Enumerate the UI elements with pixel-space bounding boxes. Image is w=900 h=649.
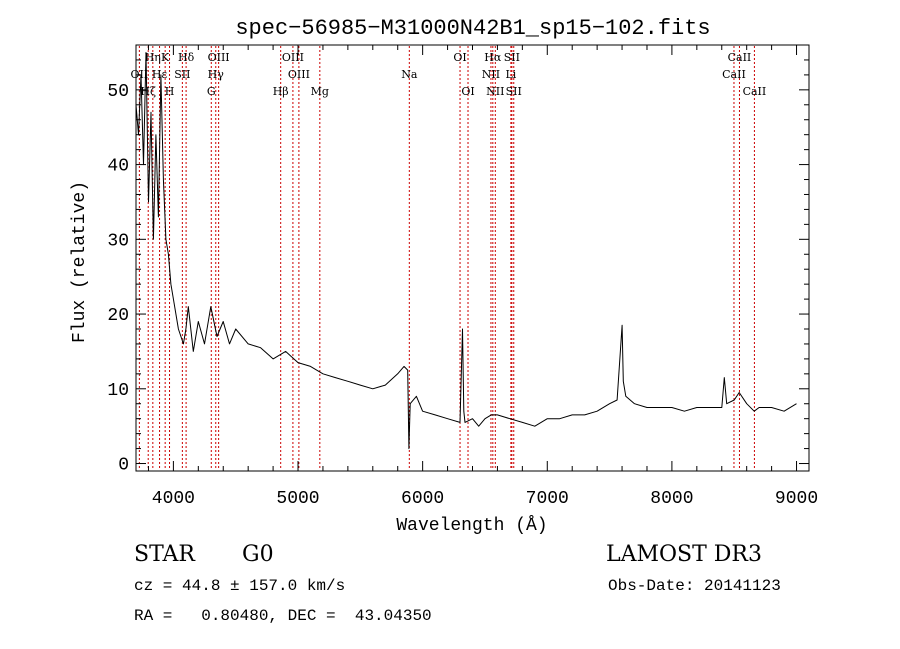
x-tick-label: 6000 [401, 489, 444, 509]
line-marker-label: CaII [722, 68, 746, 81]
object-subclass: G0 [242, 542, 274, 567]
line-marker-label: Mg [311, 85, 329, 98]
line-marker-label: Hζ [140, 85, 156, 98]
line-marker-label: Hε [152, 68, 168, 81]
line-marker-label: Hβ [273, 85, 289, 98]
line-marker-label: OI [461, 85, 474, 98]
axis-ticks [136, 45, 809, 471]
line-marker-label: G [207, 85, 216, 98]
line-marker-label: Hγ [208, 68, 225, 81]
redshift-cz: cz = 44.8 ± 157.0 km/s [134, 577, 345, 595]
spectrum-line [135, 52, 797, 450]
line-marker-label: NII [482, 68, 500, 81]
chart-title: spec−56985−M31000N42B1_sp15−102.fits [235, 16, 710, 41]
object-class: STAR [134, 542, 196, 567]
line-marker-label: Na [401, 68, 418, 81]
line-marker-label: OIII [288, 68, 310, 81]
x-tick-label: 4000 [152, 489, 195, 509]
line-marker-label: Li [505, 68, 516, 81]
line-marker-label: Hα [484, 51, 502, 64]
spectrum-series [135, 52, 797, 450]
line-marker-label: SII [504, 51, 520, 64]
y-tick-label: 40 [107, 157, 129, 177]
y-tick-label: 30 [107, 231, 129, 251]
line-marker-label: CaII [728, 51, 752, 64]
line-marker-label: Hδ [178, 51, 195, 64]
line-marker-label: H [165, 85, 175, 98]
x-tick-label: 7000 [526, 489, 569, 509]
line-marker-label: Hη [145, 51, 161, 64]
y-axis-label: Flux (relative) [70, 181, 90, 343]
x-tick-label: 5000 [276, 489, 319, 509]
observation-date: Obs-Date: 20141123 [608, 577, 781, 595]
survey-name: LAMOST DR3 [606, 542, 762, 567]
coordinates: RA = 0.80480, DEC = 43.04350 [134, 607, 432, 625]
line-marker-label: CaII [743, 85, 767, 98]
tick-labels: 4000 5000 6000 7000 8000 9000 0 10 20 30 40 50 [107, 82, 818, 509]
y-tick-label: 50 [107, 82, 129, 102]
line-marker-label: SII [174, 68, 190, 81]
x-tick-label: 8000 [650, 489, 693, 509]
line-marker-label: OIII [282, 51, 304, 64]
line-marker-label: NII [486, 85, 504, 98]
line-marker-label: SII [506, 85, 522, 98]
y-tick-label: 10 [107, 381, 129, 401]
y-tick-label: 20 [107, 306, 129, 326]
x-tick-label: 9000 [775, 489, 818, 509]
line-marker-label: OIII [208, 51, 230, 64]
x-axis-label: Wavelength (Å) [396, 515, 547, 536]
line-marker-label: K [161, 51, 170, 64]
line-marker-label: OI [453, 51, 466, 64]
emission-line-markers [138, 46, 755, 470]
y-tick-label: 0 [118, 456, 129, 476]
